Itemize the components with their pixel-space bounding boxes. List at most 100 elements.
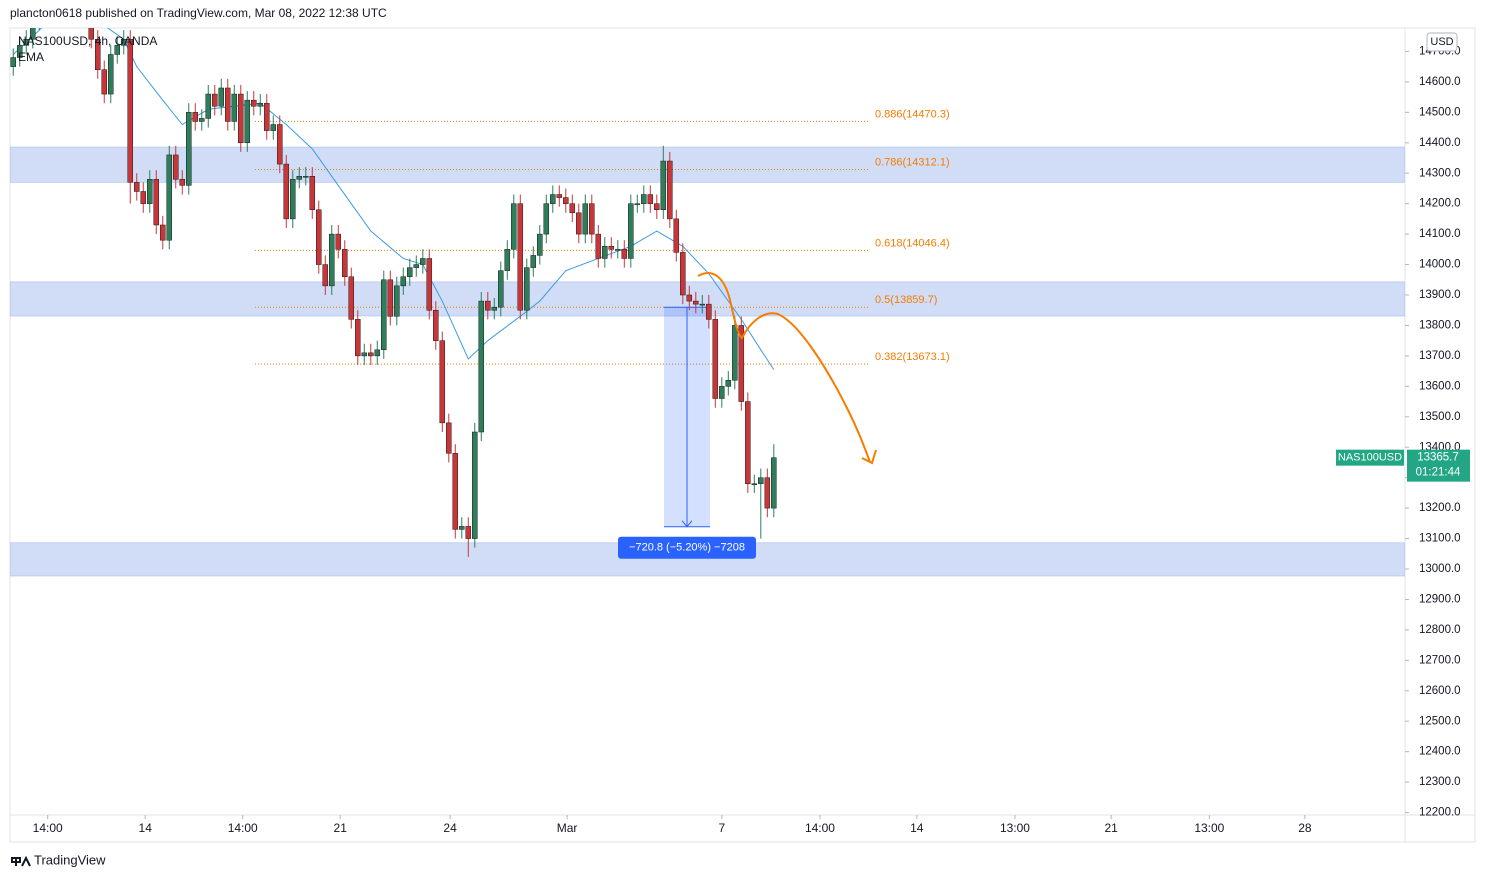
price-tag-value: 13365.7 [1417, 452, 1459, 464]
candle-body [166, 154, 173, 241]
x-tick-label: Mar [557, 821, 578, 835]
candle-body [764, 477, 771, 509]
candle-body [394, 285, 400, 317]
x-tick-label: 13:00 [1194, 821, 1224, 835]
candle-body [56, 0, 61, 6]
symbol-tag-label: NAS100USD [1338, 452, 1402, 464]
candle-body [238, 93, 244, 144]
candle-body [693, 300, 699, 305]
candle-body [478, 300, 485, 433]
candle-body [732, 325, 738, 381]
candle-body [186, 112, 192, 186]
candle-body [699, 303, 706, 306]
y-tick-label: 13800.0 [1419, 319, 1461, 331]
candle-body [23, 39, 30, 46]
candle-body [381, 279, 387, 351]
candle-body [582, 203, 589, 235]
candle-body [348, 276, 355, 320]
candle-body [719, 386, 725, 399]
y-tick-label: 12300.0 [1419, 776, 1461, 788]
y-tick-label: 13200.0 [1419, 502, 1461, 514]
candle-body [420, 258, 426, 265]
candle-body [641, 194, 647, 204]
candle-body [608, 246, 615, 250]
candle-body [660, 160, 667, 211]
candle-body [270, 124, 277, 131]
x-tick-label: 24 [443, 821, 457, 835]
y-tick-label: 13100.0 [1419, 533, 1461, 545]
x-tick-label: 13:00 [1000, 821, 1030, 835]
y-tick-label: 12400.0 [1419, 746, 1461, 758]
candle-body [407, 267, 413, 277]
x-tick-label: 21 [1104, 821, 1118, 835]
candle-body [303, 176, 309, 178]
candle-body [426, 258, 433, 311]
symbol-tag [1336, 449, 1404, 466]
candle-body [621, 249, 628, 259]
candle-body [335, 233, 342, 250]
candle-body [433, 309, 439, 341]
candle-body [277, 124, 283, 165]
currency-box[interactable] [1426, 32, 1458, 52]
candle-body [147, 179, 153, 204]
symbol-legend: NAS100USD, 4h, OANDA [18, 34, 157, 48]
candle-body [17, 45, 23, 58]
candle-body [647, 194, 654, 204]
candle-body [543, 203, 550, 235]
brand: TradingView [34, 852, 106, 867]
candle-body [199, 118, 205, 122]
candle-body [108, 54, 114, 95]
candle-body [140, 191, 147, 204]
candle-body [413, 264, 420, 268]
candle-body [524, 267, 530, 311]
candle-body [602, 246, 608, 259]
y-tick-label: 14300.0 [1419, 167, 1461, 179]
measure-label: −720.8 (−5.20%) −7208 [629, 542, 745, 554]
candle-body [95, 39, 101, 70]
x-tick-label: 14 [139, 821, 153, 835]
candle-body [160, 224, 166, 241]
candle-body [712, 319, 719, 399]
fib-label: 0.618(14046.4) [875, 237, 950, 249]
candle-body [576, 212, 582, 235]
candle-body [153, 179, 160, 226]
candle-body [459, 526, 465, 530]
y-tick-label: 14400.0 [1419, 137, 1461, 149]
candle-body [134, 182, 140, 192]
candle-body [374, 349, 381, 357]
candle-body [361, 352, 368, 357]
candle-body [322, 264, 329, 287]
candle-body [10, 57, 17, 67]
y-tick-label: 13600.0 [1419, 380, 1461, 392]
candle-body [290, 179, 296, 220]
candle-body [387, 279, 394, 317]
candle-body [101, 69, 108, 95]
y-tick-label: 12500.0 [1419, 715, 1461, 727]
y-tick-label: 14200.0 [1419, 198, 1461, 210]
candle-body [400, 276, 407, 287]
candle-body [251, 99, 257, 107]
candle-body [127, 39, 134, 183]
frame [9, 27, 1476, 843]
candle-body [472, 431, 478, 539]
candle-body [491, 306, 498, 311]
candle-body [680, 252, 686, 296]
candle-body [439, 340, 446, 424]
candle-body [725, 379, 732, 387]
candle-body [309, 176, 316, 211]
candle-body [205, 93, 212, 119]
candle-body [738, 325, 745, 402]
candle-body [589, 203, 595, 235]
candle-body [179, 179, 186, 186]
x-tick-label: 7 [718, 821, 725, 835]
y-tick-label: 14500.0 [1419, 106, 1461, 118]
candle-body [114, 45, 121, 55]
y-tick-label: 13500.0 [1419, 411, 1461, 423]
x-tick-label: 21 [334, 821, 348, 835]
candle-body [63, 0, 68, 6]
fib-label: 0.886(14470.3) [875, 108, 950, 120]
candle-body [706, 303, 712, 320]
candle-body [257, 102, 264, 107]
candle-body [686, 294, 693, 302]
